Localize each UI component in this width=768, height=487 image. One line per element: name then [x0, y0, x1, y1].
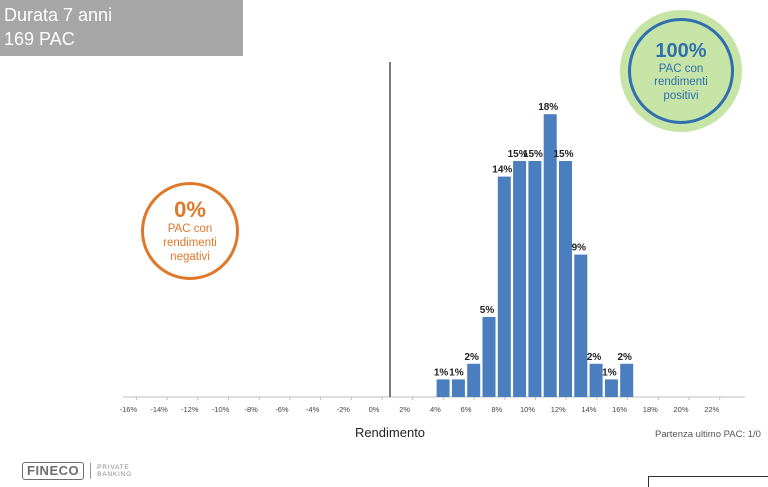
bar-data-label: 5% [480, 305, 495, 316]
bar-data-label: 14% [492, 165, 512, 176]
positive-returns-badge: 100% PAC con rendimenti positivi [620, 10, 742, 132]
x-tick-label: 18% [643, 405, 658, 414]
histogram-bar [589, 363, 603, 397]
x-tick-label: -16% [120, 405, 138, 414]
bar-data-label: 15% [508, 149, 528, 160]
x-tick-label: 0% [369, 405, 380, 414]
x-tick-label: -6% [275, 405, 289, 414]
histogram-bar [559, 161, 572, 397]
negative-label-2: rendimenti [163, 237, 217, 249]
negative-percent: 0% [174, 197, 206, 222]
bar-data-label: 18% [538, 102, 558, 113]
bar-data-label: 1% [602, 367, 617, 378]
histogram-bar [528, 161, 542, 397]
positive-badge-ring: 100% PAC con rendimenti positivi [628, 18, 734, 124]
logo-wordmark: FINECO [22, 462, 85, 480]
x-tick-label: 22% [704, 405, 719, 414]
x-tick-label: 4% [430, 405, 441, 414]
corner-frame [648, 476, 768, 487]
histogram-bar [482, 317, 496, 397]
x-tick-label: -4% [306, 405, 320, 414]
histogram-bar [543, 114, 557, 397]
histogram-bar [604, 379, 618, 397]
negative-label-1: PAC con [167, 223, 213, 235]
bar-data-label: 1% [434, 367, 449, 378]
bar-data-label: 9% [572, 243, 587, 254]
positive-label-1: PAC con [658, 62, 704, 75]
x-tick-label: 8% [491, 405, 502, 414]
bar-data-label: 1% [449, 367, 464, 378]
header-box: Durata 7 anni 169 PAC [0, 0, 243, 56]
x-tick-label: -14% [150, 405, 168, 414]
x-tick-label: -12% [181, 405, 199, 414]
count-label: 169 PAC [4, 29, 75, 49]
logo-sub-1: PRIVATE [97, 464, 130, 471]
fineco-logo: FINECO PRIVATE BANKING [22, 462, 132, 480]
duration-label: Durata 7 anni [4, 5, 113, 25]
logo-subtitle: PRIVATE BANKING [97, 464, 132, 478]
bar-data-label: 2% [587, 352, 602, 363]
histogram-bar [497, 176, 511, 397]
x-tick-label: -8% [245, 405, 259, 414]
bar-data-label: 2% [617, 352, 632, 363]
histogram-bar [620, 363, 634, 397]
x-tick-label: 20% [673, 405, 688, 414]
histogram-bar [451, 379, 465, 397]
x-tick-label: 6% [461, 405, 472, 414]
x-tick-label: 12% [551, 405, 566, 414]
x-tick-label: 2% [399, 405, 410, 414]
histogram-bar [467, 363, 481, 397]
logo-sub-2: BANKING [97, 471, 132, 478]
bar-data-label: 15% [523, 149, 543, 160]
x-tick-label: 14% [581, 405, 596, 414]
x-tick-label: 16% [612, 405, 627, 414]
negative-label-3: negativi [170, 251, 210, 263]
positive-label-3: positivi [663, 89, 699, 102]
x-axis-label: Rendimento [354, 425, 426, 440]
positive-label-2: rendimenti [654, 76, 708, 89]
logo-divider [90, 463, 92, 479]
positive-percent: 100% [655, 39, 707, 62]
footnote: Partenza ultimo PAC: 1/0 [655, 429, 761, 440]
x-tick-label: 10% [520, 405, 535, 414]
x-tick-label: -10% [212, 405, 230, 414]
bar-data-label: 15% [553, 149, 573, 160]
x-tick-label: -2% [337, 405, 351, 414]
histogram-bar [513, 161, 527, 397]
negative-returns-badge: 0% PAC con rendimenti negativi [141, 182, 239, 280]
bar-data-label: 2% [464, 352, 479, 363]
histogram-bar [574, 254, 588, 397]
histogram-bar [436, 379, 450, 397]
